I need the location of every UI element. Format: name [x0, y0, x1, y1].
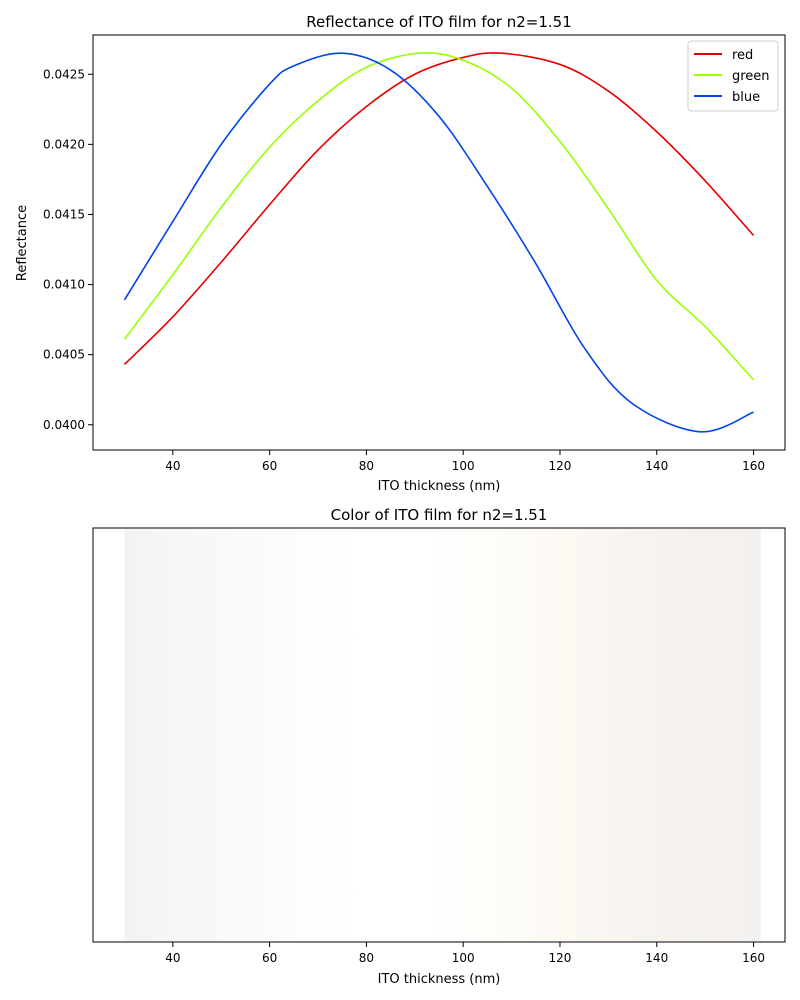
series-line-red	[123, 52, 755, 366]
reflectance-chart-title: Reflectance of ITO film for n2=1.51	[306, 13, 572, 31]
reflectance-plot-frame	[92, 34, 786, 451]
legend-label-green: green	[732, 69, 770, 84]
y-tick-label: 0.0410	[43, 278, 85, 292]
x-tick-label: 60	[262, 951, 277, 965]
color-strip	[124, 529, 761, 941]
y-tick-label: 0.0405	[43, 348, 85, 362]
y-tick-label: 0.0420	[43, 137, 85, 151]
x-tick-label: 40	[165, 951, 180, 965]
x-tick-label: 60	[262, 459, 277, 473]
reflectance-series-lines	[123, 52, 755, 433]
reflectance-chart: Reflectance of ITO film for n2=1.51 40 60…	[15, 13, 786, 494]
x-tick-label: 140	[645, 951, 668, 965]
x-tick-label: 100	[452, 951, 475, 965]
color-chart: Color of ITO film for n2=1.51 40 60 80 100 1…	[92, 506, 786, 987]
legend-box	[687, 40, 779, 112]
x-tick-label: 140	[645, 459, 668, 473]
y-tick-label: 0.0400	[43, 418, 85, 432]
x-tick-label: 100	[452, 459, 475, 473]
color-chart-title: Color of ITO film for n2=1.51	[331, 506, 548, 524]
color-plot-frame	[92, 527, 786, 943]
color-x-ticks: 40 60 80 100 120 140 160	[165, 942, 765, 965]
x-tick-label: 120	[549, 951, 572, 965]
x-tick-label: 160	[742, 951, 765, 965]
series-line-blue	[123, 52, 754, 433]
x-tick-label: 80	[359, 459, 374, 473]
x-tick-label: 120	[549, 459, 572, 473]
legend-label-blue: blue	[732, 90, 760, 105]
y-tick-label: 0.0425	[43, 67, 85, 81]
reflectance-x-axis-label: ITO thickness (nm)	[378, 479, 501, 494]
series-line-green	[123, 52, 755, 381]
y-tick-label: 0.0415	[43, 207, 85, 221]
reflectance-y-axis-label: Reflectance	[15, 205, 30, 281]
color-strip-band	[124, 529, 761, 941]
reflectance-x-ticks: 40 60 80 100 120 140 160	[165, 450, 765, 473]
reflectance-y-ticks: 0.0400 0.0405 0.0410 0.0415 0.0420 0.0425	[43, 67, 93, 432]
color-x-axis-label: ITO thickness (nm)	[378, 972, 501, 987]
x-tick-label: 160	[742, 459, 765, 473]
reflectance-legend: red green blue	[687, 40, 779, 112]
x-tick-label: 80	[359, 951, 374, 965]
x-tick-label: 40	[165, 459, 180, 473]
legend-label-red: red	[732, 48, 753, 63]
